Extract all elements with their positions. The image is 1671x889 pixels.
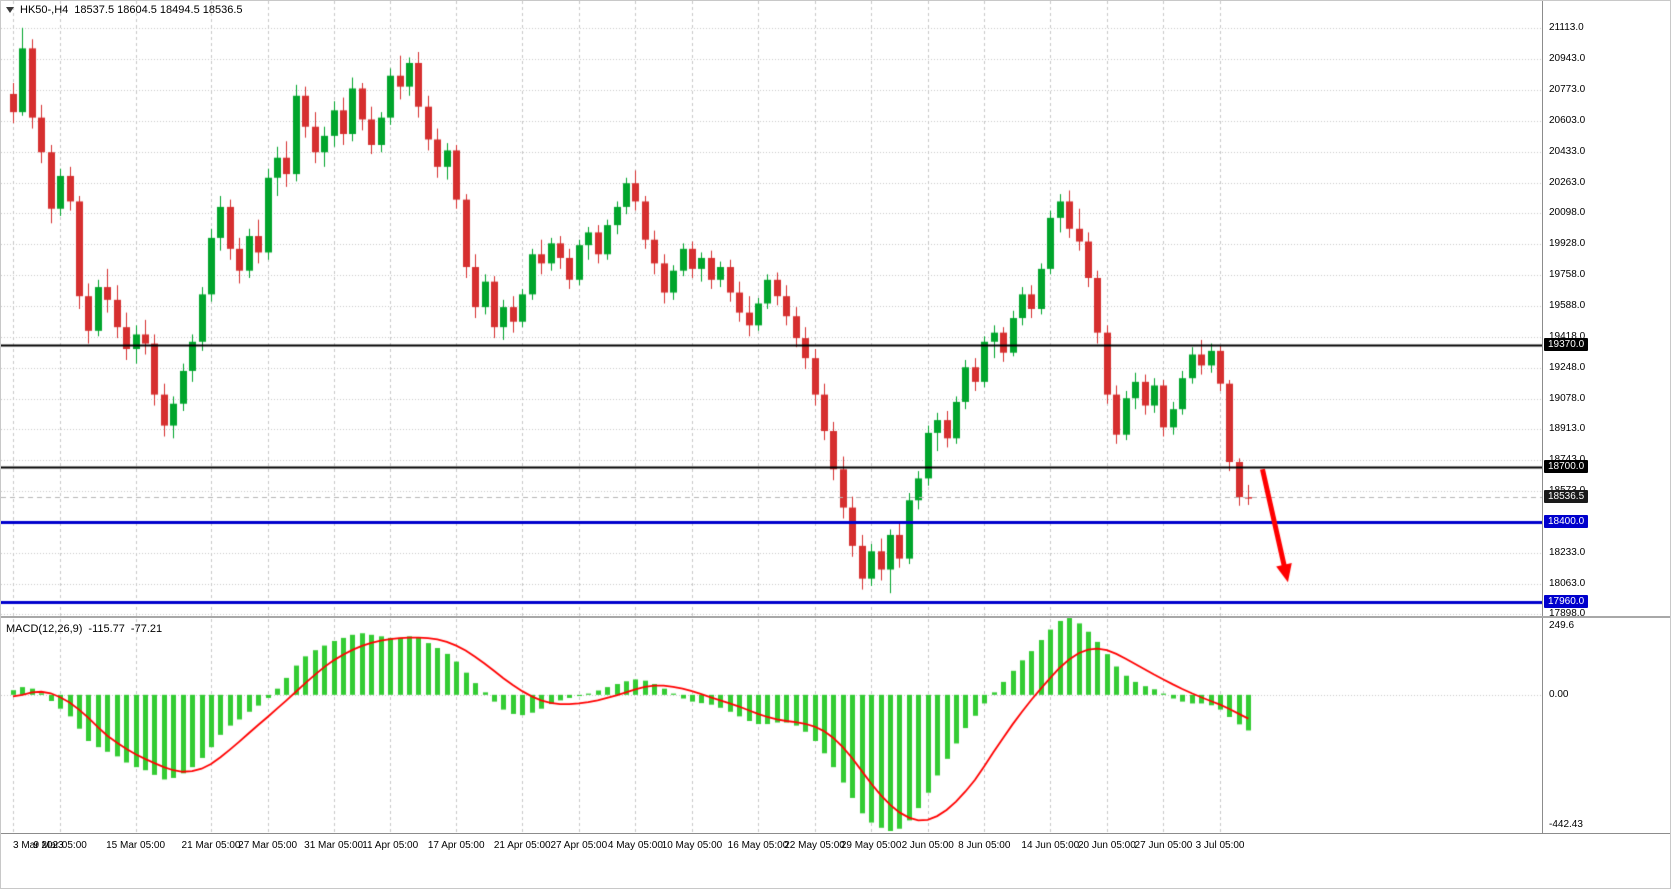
price-tick-label: 18063.0 — [1549, 577, 1586, 589]
time-label: 27 Jun 05:00 — [1134, 840, 1193, 851]
chart-plot-area[interactable]: HK50-,H4 18537.5 18604.5 18494.5 18536.5… — [1, 1, 1542, 833]
pane-divider[interactable] — [1, 616, 1670, 618]
price-tick-label: 18233.0 — [1549, 546, 1586, 558]
current-price-badge: 18536.5 — [1544, 490, 1589, 504]
time-label: 2 Jun 05:00 — [901, 840, 954, 851]
price-tick-label: 18573.0 — [1549, 485, 1585, 497]
time-label: 29 May 05:00 — [840, 840, 902, 851]
time-label: 11 Apr 05:00 — [362, 840, 419, 851]
time-label: 4 May 05:00 — [607, 840, 663, 851]
macd-indicator-label: MACD(12,26,9) -115.77 -77.21 — [6, 623, 162, 635]
time-label: 16 May 05:00 — [727, 840, 789, 851]
macd-scale-label: 0.00 — [1549, 688, 1569, 700]
time-label: 27 Mar 05:00 — [238, 840, 298, 851]
price-tick-label: 18743.0 — [1549, 453, 1586, 465]
price-tick-label: 19928.0 — [1549, 237, 1586, 249]
time-label: 14 Jun 05:00 — [1021, 840, 1080, 851]
time-label: 9 Mar 05:00 — [33, 840, 87, 851]
chart-canvas[interactable] — [1, 1, 1542, 833]
macd-scale-label: -442.43 — [1549, 819, 1583, 830]
macd-name: MACD(12,26,9) — [6, 623, 83, 635]
time-label: 10 May 05:00 — [661, 840, 723, 851]
macd-scale-label: 249.6 — [1549, 620, 1575, 631]
symbol-dropdown-icon — [6, 7, 14, 13]
time-label: 21 Apr 05:00 — [493, 840, 551, 851]
price-tick-label: 19078.0 — [1549, 392, 1586, 404]
price-tick-label: 20943.0 — [1549, 52, 1586, 64]
level-badge: 19370.0 — [1544, 338, 1589, 352]
time-label: 27 Apr 05:00 — [550, 840, 608, 851]
price-tick-label: 20773.0 — [1549, 83, 1586, 95]
price-axis[interactable]: 21113.0 20943.0 20773.0 20603.0 20433.0 20263… — [1542, 1, 1670, 833]
symbol-label: HK50-,H4 18537.5 18604.5 18494.5 18536.5 — [6, 4, 243, 16]
time-label: 8 Jun 05:00 — [958, 840, 1011, 851]
price-tick-label: 20263.0 — [1549, 176, 1586, 188]
macd-signal-value: -77.21 — [130, 623, 163, 635]
price-tick-label: 17898.0 — [1549, 607, 1586, 619]
time-label: 20 Jun 05:00 — [1077, 840, 1136, 851]
symbol-ohlc: 18537.5 18604.5 18494.5 18536.5 — [74, 4, 243, 16]
time-axis[interactable]: 3 Mar 2023 9 Mar 05:00 15 Mar 05:00 21 Mar … — [1, 833, 1670, 888]
level-badge: 17960.0 — [1544, 595, 1589, 609]
level-badge: 18400.0 — [1544, 515, 1589, 529]
price-tick-label: 20098.0 — [1549, 206, 1586, 218]
price-tick-label: 18913.0 — [1549, 422, 1586, 434]
price-tick-label: 21113.0 — [1549, 21, 1584, 33]
time-label: 15 Mar 05:00 — [106, 840, 166, 851]
macd-main-value: -115.77 — [88, 623, 125, 635]
price-tick-label: 20433.0 — [1549, 145, 1586, 157]
time-label: 22 May 05:00 — [784, 840, 845, 851]
symbol-name: HK50-,H4 — [20, 4, 69, 16]
time-label: 21 Mar 05:00 — [181, 840, 241, 851]
time-label: 17 Apr 05:00 — [427, 840, 485, 851]
price-tick-label: 19248.0 — [1549, 361, 1586, 373]
time-label: 31 Mar 05:00 — [304, 840, 364, 851]
price-tick-label: 19418.0 — [1549, 330, 1586, 342]
price-tick-label: 19588.0 — [1549, 299, 1586, 311]
price-tick-label: 20603.0 — [1549, 114, 1586, 126]
time-label: 3 Jul 05:00 — [1195, 840, 1245, 851]
price-tick-label: 19758.0 — [1549, 268, 1586, 280]
level-badge: 18700.0 — [1544, 460, 1589, 474]
time-label: 3 Mar 2023 — [13, 840, 64, 851]
